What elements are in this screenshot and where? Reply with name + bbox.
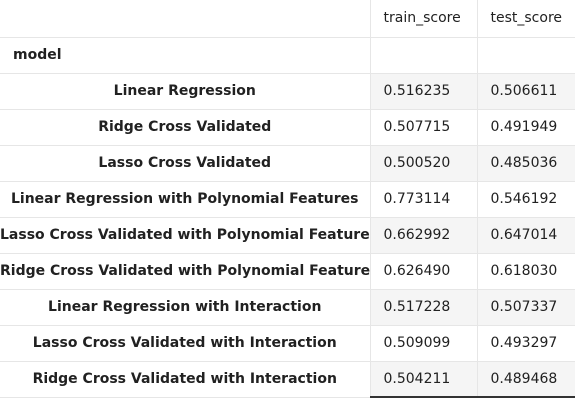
table-row: Ridge Cross Validated with Interaction 0.… [0, 361, 575, 398]
table-row: Lasso Cross Validated with Polynomial Fe… [0, 217, 575, 254]
table-row: Linear Regression with Polynomial Featur… [0, 181, 575, 218]
table-row: Linear Regression with Interaction 0.5172… [0, 289, 575, 326]
index-name-row: model [0, 37, 575, 74]
row-model-label: Lasso Cross Validated with Polynomial Fe… [0, 217, 370, 254]
row-model-label: Ridge Cross Validated with Polynomial Fe… [0, 253, 370, 290]
column-header-train-score: train_score [369, 0, 477, 38]
cell-train-score: 0.662992 [369, 217, 477, 254]
cell-test-score: 0.647014 [476, 217, 575, 254]
index-name-header: model [0, 37, 370, 74]
cell-train-score: 0.517228 [369, 289, 477, 326]
cell-test-score: 0.618030 [476, 253, 575, 290]
cell-test-score: 0.489468 [476, 361, 575, 398]
row-model-label: Linear Regression [0, 73, 370, 110]
row-model-label: Linear Regression with Polynomial Featur… [0, 181, 370, 218]
cell-train-score: 0.516235 [369, 73, 477, 110]
cell-train-score: 0.626490 [369, 253, 477, 290]
corner-header-cell [0, 0, 370, 38]
table-row: Lasso Cross Validated with Interaction 0.… [0, 325, 575, 362]
column-header-row: train_score test_score [0, 0, 575, 38]
cell-test-score: 0.491949 [476, 109, 575, 146]
cell-train-score: 0.509099 [369, 325, 477, 362]
row-model-label: Linear Regression with Interaction [0, 289, 370, 326]
index-blank-cell [476, 37, 575, 74]
table-row: Lasso Cross Validated 0.500520 0.485036 [0, 145, 575, 182]
table-row: Linear Regression 0.516235 0.506611 [0, 73, 575, 110]
column-header-test-score: test_score [476, 0, 575, 38]
cell-train-score: 0.773114 [369, 181, 477, 218]
cell-test-score: 0.507337 [476, 289, 575, 326]
cell-train-score: 0.500520 [369, 145, 477, 182]
cell-train-score: 0.507715 [369, 109, 477, 146]
table-body: Linear Regression 0.516235 0.506611 Ridge C… [0, 73, 575, 398]
cell-test-score: 0.493297 [476, 325, 575, 362]
cell-test-score: 0.485036 [476, 145, 575, 182]
index-blank-cell [369, 37, 477, 74]
row-model-label: Ridge Cross Validated [0, 109, 370, 146]
row-model-label: Ridge Cross Validated with Interaction [0, 361, 370, 398]
table-row: Ridge Cross Validated with Polynomial Fe… [0, 253, 575, 290]
table-row: Ridge Cross Validated 0.507715 0.491949 [0, 109, 575, 146]
cell-train-score: 0.504211 [369, 361, 477, 398]
table-header: train_score test_score model [0, 0, 575, 74]
cell-test-score: 0.546192 [476, 181, 575, 218]
row-model-label: Lasso Cross Validated with Interaction [0, 325, 370, 362]
row-model-label: Lasso Cross Validated [0, 145, 370, 182]
cell-test-score: 0.506611 [476, 73, 575, 110]
results-dataframe-table: train_score test_score model Linear Regr… [0, 0, 575, 398]
